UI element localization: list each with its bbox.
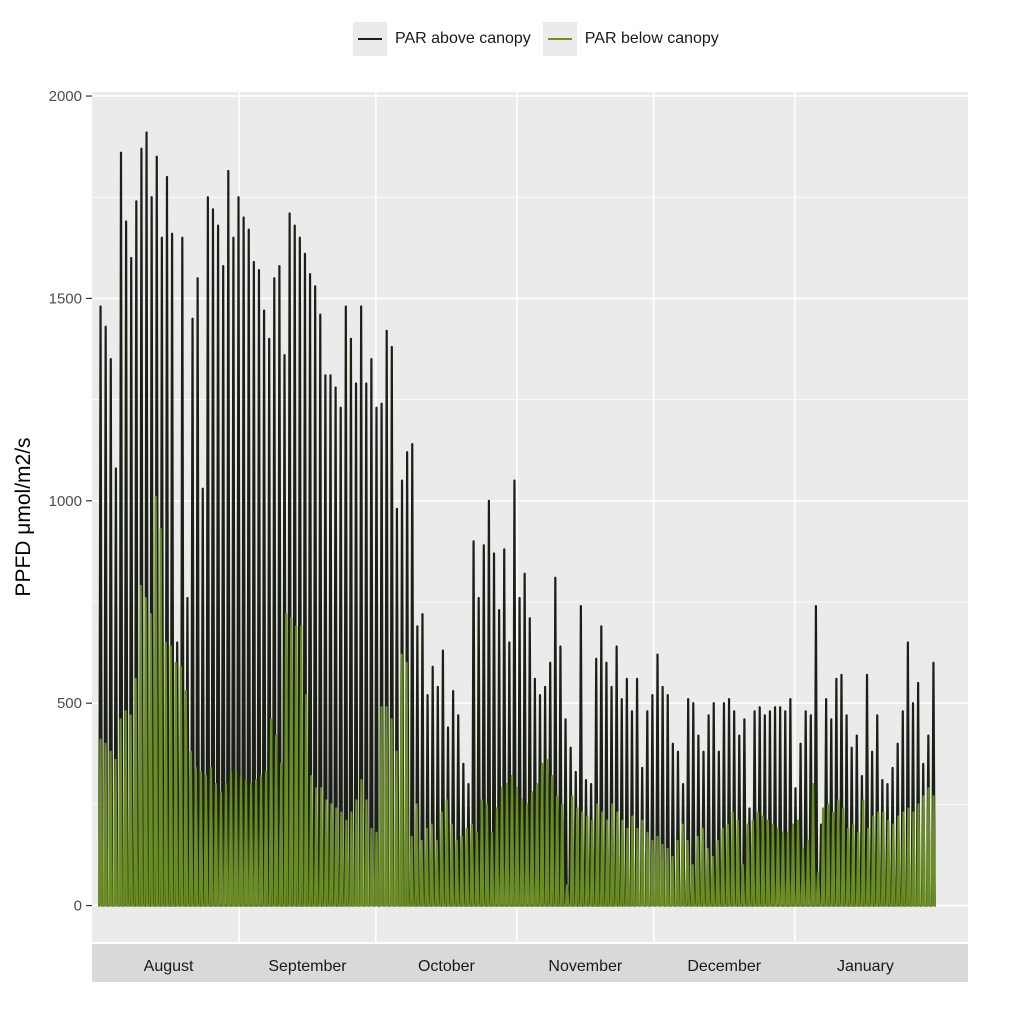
y-axis: 0 500 1000 1500 2000 — [49, 88, 92, 915]
legend-key-above — [353, 22, 387, 56]
series-par-below-canopy — [98, 495, 936, 907]
legend-label-below: PAR below canopy — [584, 30, 719, 47]
month-strip-label: November — [548, 958, 622, 975]
legend-key-below — [542, 22, 577, 56]
y-tick-label: 0 — [74, 898, 82, 915]
month-strip-label: September — [268, 958, 347, 975]
series-below-line — [98, 495, 936, 907]
legend-item-below: PAR below canopy — [542, 22, 731, 56]
month-strip-label: January — [837, 958, 894, 975]
facet-strip-labels: August September October November December Ja… — [144, 958, 894, 975]
legend-label-above: PAR above canopy — [395, 30, 531, 47]
month-strip-label: October — [418, 958, 476, 975]
legend-item-above: PAR above canopy — [353, 22, 543, 56]
month-strip-label: August — [144, 958, 194, 975]
y-tick-label: 1500 — [49, 290, 82, 307]
facet-strip — [92, 944, 968, 982]
month-strip-label: December — [687, 958, 761, 975]
y-tick-label: 500 — [57, 695, 82, 712]
y-tick-label: 2000 — [49, 88, 82, 105]
legend: PAR above canopy PAR below canopy — [353, 22, 731, 56]
y-axis-title: PPFD μmol/m2/s — [12, 437, 35, 596]
y-tick-label: 1000 — [49, 493, 82, 510]
